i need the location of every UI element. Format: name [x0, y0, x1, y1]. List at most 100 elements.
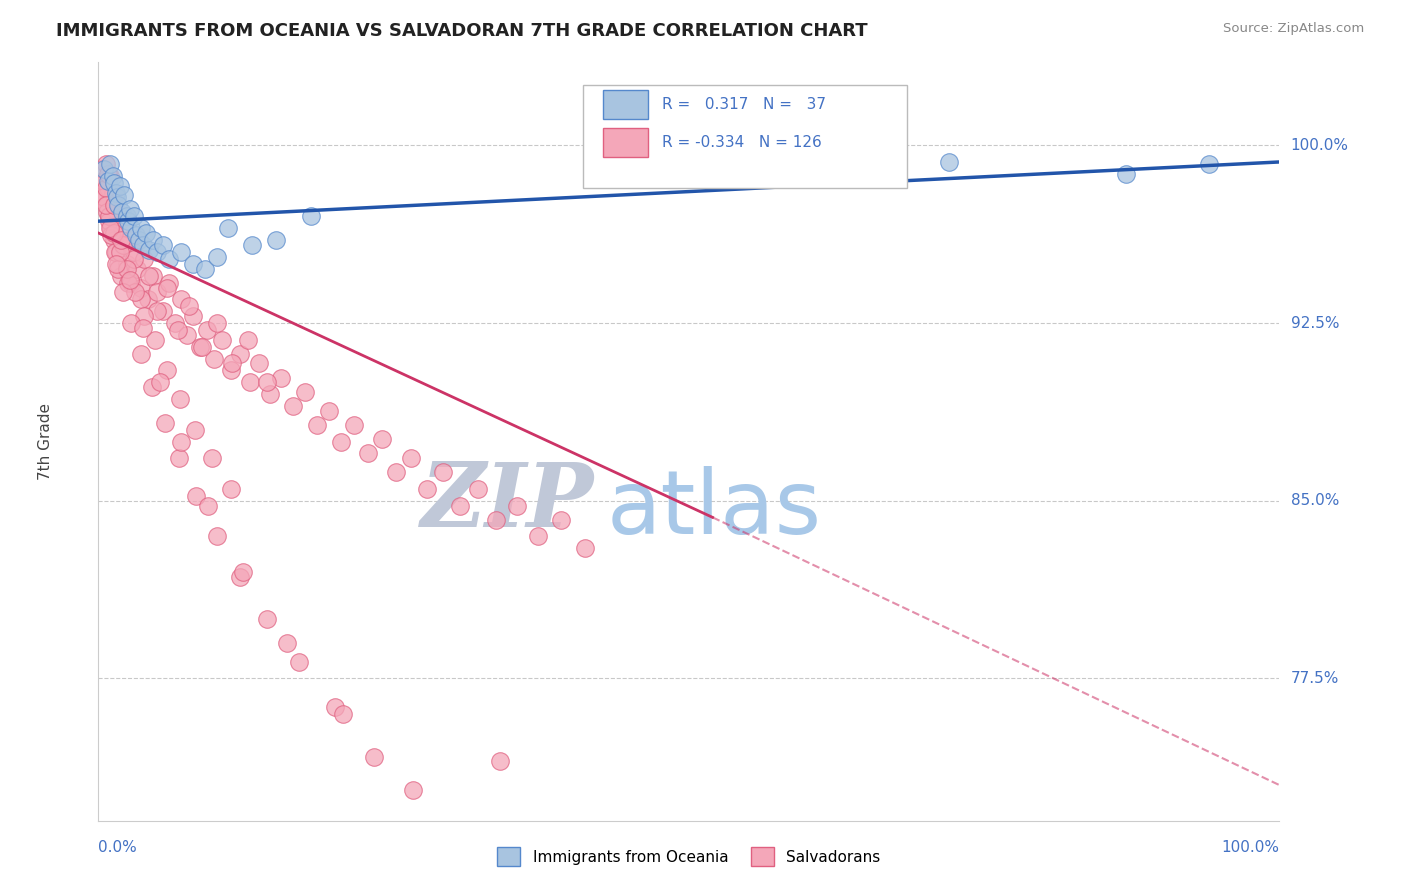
Point — [357, 446, 380, 460]
Point — [385, 466, 408, 480]
Point — [256, 612, 278, 626]
Point — [122, 244, 145, 259]
Point — [112, 238, 135, 252]
Point — [526, 529, 548, 543]
Point — [363, 749, 385, 764]
Point — [100, 221, 122, 235]
Point — [202, 351, 225, 366]
Point — [143, 333, 166, 347]
Point — [111, 221, 134, 235]
Point — [166, 323, 188, 337]
Text: 100.0%: 100.0% — [1291, 138, 1348, 153]
Point — [371, 432, 394, 446]
Point — [401, 782, 423, 797]
Point — [201, 451, 224, 466]
Text: 7th Grade: 7th Grade — [38, 403, 53, 480]
Point — [231, 565, 253, 579]
Point — [93, 190, 115, 204]
Point — [239, 376, 262, 390]
FancyBboxPatch shape — [603, 90, 648, 120]
Point — [115, 210, 138, 224]
Point — [170, 244, 193, 259]
Point — [221, 356, 243, 370]
Point — [121, 316, 143, 330]
Point — [135, 226, 157, 240]
Point — [127, 261, 149, 276]
Point — [129, 280, 152, 294]
Point — [505, 499, 527, 513]
Point — [104, 244, 127, 259]
Point — [146, 304, 169, 318]
Point — [938, 155, 960, 169]
Point — [107, 197, 129, 211]
Point — [149, 376, 172, 390]
Point — [103, 226, 125, 240]
Point — [122, 210, 145, 224]
Point — [96, 204, 118, 219]
Point — [100, 228, 122, 243]
Point — [121, 221, 143, 235]
Point — [229, 347, 252, 361]
Point — [276, 636, 298, 650]
Point — [134, 252, 156, 266]
Point — [146, 285, 169, 300]
Point — [169, 392, 191, 406]
Point — [489, 755, 512, 769]
Point — [152, 304, 174, 318]
Point — [129, 347, 152, 361]
Point — [122, 252, 145, 266]
Point — [112, 285, 135, 300]
Point — [142, 233, 165, 247]
Point — [101, 169, 124, 183]
Point — [94, 181, 117, 195]
Point — [105, 244, 128, 259]
Point — [108, 214, 131, 228]
Point — [205, 316, 228, 330]
Point — [294, 384, 316, 399]
Point — [118, 233, 141, 247]
Text: 85.0%: 85.0% — [1291, 493, 1339, 508]
Text: IMMIGRANTS FROM OCEANIA VS SALVADORAN 7TH GRADE CORRELATION CHART: IMMIGRANTS FROM OCEANIA VS SALVADORAN 7T… — [56, 22, 868, 40]
Point — [416, 482, 439, 496]
Point — [170, 434, 193, 449]
Point — [120, 273, 142, 287]
Point — [132, 320, 155, 334]
Point — [98, 210, 121, 224]
Point — [110, 233, 132, 247]
Point — [138, 243, 160, 257]
Text: 100.0%: 100.0% — [1222, 839, 1279, 855]
Point — [93, 162, 115, 177]
Text: ZIP: ZIP — [420, 459, 595, 545]
Text: R =   0.317   N =   37: R = 0.317 N = 37 — [662, 97, 825, 112]
Point — [188, 340, 211, 354]
Point — [108, 178, 131, 193]
Point — [574, 541, 596, 556]
Point — [152, 238, 174, 252]
Point — [264, 233, 287, 247]
Point — [170, 293, 193, 307]
Point — [98, 214, 121, 228]
Point — [107, 261, 129, 276]
Text: 77.5%: 77.5% — [1291, 671, 1339, 686]
FancyBboxPatch shape — [582, 85, 907, 187]
Point — [141, 380, 163, 394]
Point — [156, 280, 179, 294]
Point — [259, 387, 281, 401]
Point — [117, 214, 139, 228]
Point — [115, 257, 138, 271]
Text: atlas: atlas — [606, 467, 821, 553]
Point — [157, 252, 180, 266]
Point — [219, 363, 242, 377]
Point — [104, 197, 127, 211]
Point — [332, 706, 354, 721]
Point — [129, 293, 152, 307]
Point — [157, 276, 180, 290]
Point — [184, 423, 207, 437]
Point — [550, 513, 572, 527]
Point — [103, 197, 125, 211]
Point — [191, 340, 214, 354]
Point — [142, 268, 165, 283]
Point — [98, 210, 121, 224]
Point — [485, 513, 508, 527]
Point — [136, 293, 159, 307]
